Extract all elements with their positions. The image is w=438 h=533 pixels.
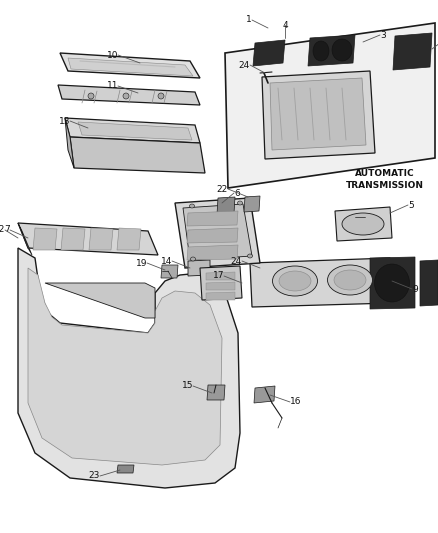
Ellipse shape	[342, 213, 384, 235]
Polygon shape	[18, 223, 32, 255]
Polygon shape	[262, 71, 375, 159]
Polygon shape	[65, 118, 200, 143]
Polygon shape	[70, 137, 205, 173]
Polygon shape	[65, 118, 74, 168]
Text: 15: 15	[181, 382, 193, 391]
Polygon shape	[187, 245, 238, 260]
Polygon shape	[33, 228, 57, 250]
Ellipse shape	[158, 93, 164, 99]
Polygon shape	[45, 283, 155, 318]
Polygon shape	[188, 260, 210, 276]
Polygon shape	[217, 197, 235, 214]
Ellipse shape	[332, 39, 352, 61]
Polygon shape	[206, 292, 235, 300]
Ellipse shape	[334, 270, 366, 290]
Text: TRANSMISSION: TRANSMISSION	[346, 181, 424, 190]
Text: 24: 24	[231, 256, 242, 265]
Text: 4: 4	[282, 20, 288, 29]
Polygon shape	[187, 211, 238, 226]
Text: 22: 22	[217, 184, 228, 193]
Ellipse shape	[190, 204, 194, 208]
Text: 17: 17	[212, 271, 224, 280]
Ellipse shape	[123, 93, 129, 99]
Polygon shape	[393, 33, 432, 70]
Ellipse shape	[279, 271, 311, 291]
Text: 9: 9	[412, 285, 418, 294]
Polygon shape	[60, 53, 200, 78]
Text: 23: 23	[88, 472, 100, 481]
Polygon shape	[58, 85, 200, 105]
Ellipse shape	[88, 93, 94, 99]
Ellipse shape	[237, 201, 243, 205]
Polygon shape	[18, 248, 240, 488]
Ellipse shape	[191, 257, 195, 261]
Ellipse shape	[328, 265, 372, 295]
Text: 6: 6	[234, 189, 240, 198]
Text: 1: 1	[246, 15, 252, 25]
Polygon shape	[207, 385, 225, 400]
Polygon shape	[183, 204, 252, 260]
Polygon shape	[244, 196, 260, 212]
Ellipse shape	[374, 264, 410, 302]
Text: 10: 10	[106, 51, 118, 60]
Polygon shape	[270, 78, 366, 150]
Polygon shape	[78, 122, 192, 140]
Polygon shape	[206, 282, 235, 290]
Polygon shape	[61, 228, 85, 250]
Ellipse shape	[272, 266, 318, 296]
Polygon shape	[225, 23, 435, 188]
Polygon shape	[175, 198, 260, 268]
Polygon shape	[253, 40, 285, 66]
Polygon shape	[68, 58, 193, 76]
Text: 19: 19	[135, 259, 147, 268]
Polygon shape	[420, 260, 438, 306]
Text: 16: 16	[290, 398, 301, 407]
Polygon shape	[250, 258, 392, 307]
Polygon shape	[370, 257, 415, 309]
Polygon shape	[308, 35, 355, 66]
Text: AUTOMATIC: AUTOMATIC	[355, 168, 415, 177]
Polygon shape	[89, 228, 113, 250]
Text: 12: 12	[0, 225, 5, 235]
Text: 13: 13	[59, 117, 70, 125]
Polygon shape	[18, 223, 158, 255]
Text: 11: 11	[106, 82, 118, 91]
Polygon shape	[117, 465, 134, 473]
Ellipse shape	[247, 254, 252, 258]
Text: 14: 14	[161, 256, 172, 265]
Text: 7: 7	[4, 225, 10, 235]
Polygon shape	[200, 266, 242, 300]
Text: 3: 3	[380, 30, 386, 39]
Ellipse shape	[313, 41, 329, 61]
Polygon shape	[254, 386, 275, 403]
Polygon shape	[187, 228, 238, 243]
Text: 24: 24	[239, 61, 250, 69]
Polygon shape	[161, 265, 178, 278]
Polygon shape	[206, 272, 235, 280]
Polygon shape	[117, 228, 141, 250]
Polygon shape	[335, 207, 392, 241]
Polygon shape	[28, 268, 222, 465]
Text: 5: 5	[408, 200, 414, 209]
